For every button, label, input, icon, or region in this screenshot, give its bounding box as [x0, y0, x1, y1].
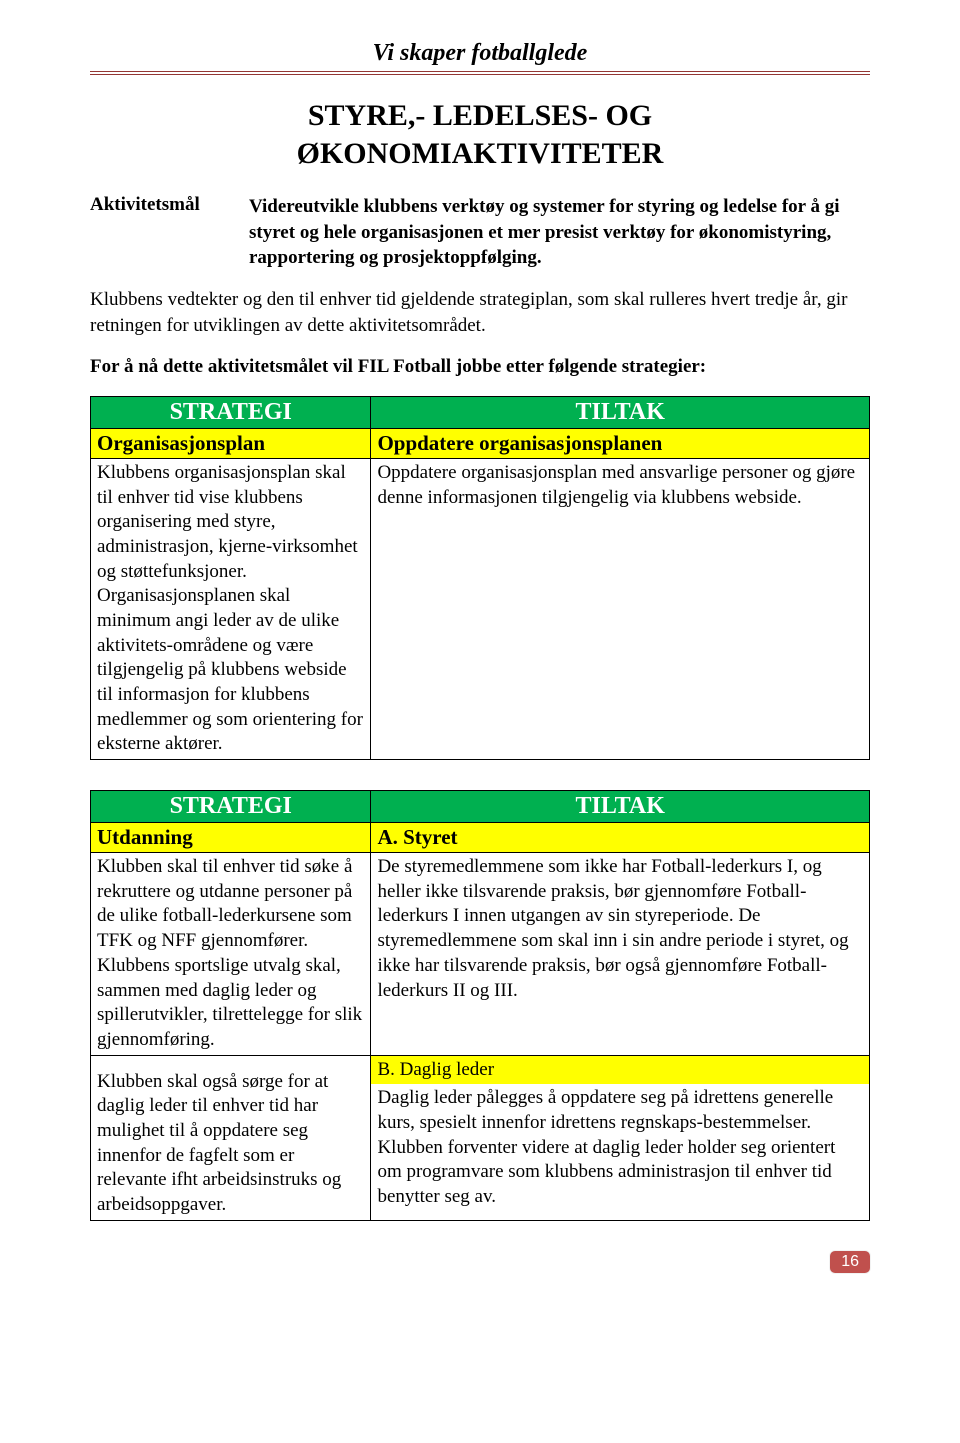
table2-right-block-2: B. Daglig leder Daglig leder pålegges å … — [371, 1055, 870, 1220]
table2-body-right-2: Daglig leder pålegges å oppdatere seg på… — [371, 1084, 869, 1211]
table1-head-strategi: STRATEGI — [91, 396, 371, 428]
activity-goal-label: Aktivitetsmål — [90, 194, 245, 216]
table2-body-left-1: Klubben skal til enhver tid søke å rekru… — [91, 853, 371, 1056]
table1-sub-left: Organisasjonsplan — [91, 428, 371, 458]
heading-line-2: ØKONOMIAKTIVITETER — [297, 137, 664, 170]
table2-body-left-2: Klubben skal også sørge for at daglig le… — [91, 1055, 371, 1220]
paragraph-context: Klubbens vedtekter og den til enhver tid… — [90, 287, 870, 338]
table2-head-strategi: STRATEGI — [91, 791, 371, 823]
heading-line-1: STYRE,- LEDELSES- OG — [308, 99, 652, 132]
main-heading: STYRE,- LEDELSES- OG ØKONOMIAKTIVITETER — [90, 97, 870, 172]
page-slogan: Vi skaper fotballglede — [90, 40, 870, 75]
activity-goal-row: Aktivitetsmål Videreutvikle klubbens ver… — [90, 194, 870, 271]
table2-head-tiltak: TILTAK — [371, 791, 870, 823]
paragraph-strategies-intro: For å nå dette aktivitetsmålet vil FIL F… — [90, 354, 870, 380]
table2-sub-right-a: A. Styret — [371, 823, 870, 853]
table1-body-right: Oppdatere organisasjonsplan med ansvarli… — [371, 458, 870, 759]
table1-sub-right: Oppdatere organisasjonsplanen — [371, 428, 870, 458]
strategy-table-utdanning: STRATEGI TILTAK Utdanning A. Styret Klub… — [90, 790, 870, 1221]
table2-body-right-1: De styremedlemmene som ikke har Fotball-… — [371, 853, 870, 1056]
strategy-table-organisasjonsplan: STRATEGI TILTAK Organisasjonsplan Oppdat… — [90, 396, 870, 760]
table1-head-tiltak: TILTAK — [371, 396, 870, 428]
table2-sub-left: Utdanning — [91, 823, 371, 853]
page-number-badge: 16 — [830, 1251, 870, 1273]
table1-body-left: Klubbens organisasjonsplan skal til enhv… — [91, 458, 371, 759]
table2-sub-right-b: B. Daglig leder — [371, 1056, 869, 1085]
activity-goal-text: Videreutvikle klubbens verktøy og system… — [249, 194, 859, 271]
